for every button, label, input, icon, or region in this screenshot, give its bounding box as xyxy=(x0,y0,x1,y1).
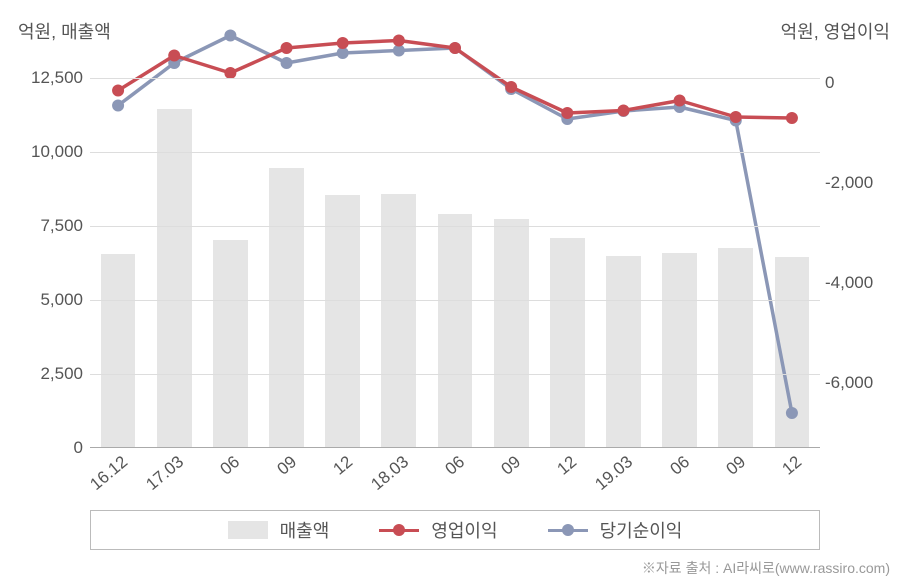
legend-label-blue: 당기순이익 xyxy=(600,517,683,543)
y-tick-left: 0 xyxy=(13,438,83,458)
series-marker xyxy=(505,81,517,93)
x-tick: 09 xyxy=(498,452,525,479)
y-axis-right-label: 억원, 영업이익 xyxy=(781,18,890,44)
x-tick: 12 xyxy=(554,452,581,479)
x-tick: 09 xyxy=(273,452,300,479)
legend: 매출액 영업이익 당기순이익 xyxy=(90,510,820,550)
y-tick-left: 12,500 xyxy=(13,68,83,88)
chart-container: 억원, 매출액 억원, 영업이익 매출액 영업이익 당기순이익 ※자료 출처 :… xyxy=(0,0,908,580)
series-marker xyxy=(393,35,405,47)
gridline xyxy=(90,152,820,153)
y-tick-left: 2,500 xyxy=(13,364,83,384)
x-tick: 16.12 xyxy=(86,452,131,495)
series-marker xyxy=(281,57,293,69)
series-marker xyxy=(786,407,798,419)
x-tick: 06 xyxy=(666,452,693,479)
gridline xyxy=(90,78,820,79)
x-tick: 18.03 xyxy=(367,452,412,495)
gridline xyxy=(90,226,820,227)
gridline xyxy=(90,374,820,375)
series-marker xyxy=(561,107,573,119)
legend-item-blue: 당기순이익 xyxy=(548,517,683,543)
series-marker xyxy=(224,30,236,42)
series-marker xyxy=(730,111,742,123)
legend-swatch-bar xyxy=(228,521,268,539)
series-marker xyxy=(617,105,629,117)
plot-area xyxy=(90,48,820,448)
y-tick-left: 5,000 xyxy=(13,290,83,310)
y-tick-right: 0 xyxy=(825,73,895,93)
x-tick: 06 xyxy=(442,452,469,479)
legend-item-bars: 매출액 xyxy=(228,517,330,543)
y-axis-left-label: 억원, 매출액 xyxy=(18,18,111,44)
gridline xyxy=(90,300,820,301)
y-tick-left: 7,500 xyxy=(13,216,83,236)
series-marker xyxy=(449,42,461,54)
legend-item-red: 영업이익 xyxy=(379,517,497,543)
y-tick-left: 10,000 xyxy=(13,142,83,162)
series-marker xyxy=(112,85,124,97)
x-tick: 06 xyxy=(217,452,244,479)
series-marker xyxy=(168,50,180,62)
x-tick: 12 xyxy=(778,452,805,479)
series-marker xyxy=(674,95,686,107)
y-tick-right: -6,000 xyxy=(825,373,895,393)
legend-swatch-red xyxy=(379,520,419,540)
legend-swatch-blue xyxy=(548,520,588,540)
legend-label-bars: 매출액 xyxy=(280,517,330,543)
series-marker xyxy=(112,100,124,112)
series-line xyxy=(118,36,792,414)
series-marker xyxy=(281,42,293,54)
series-marker xyxy=(337,37,349,49)
series-marker xyxy=(786,112,798,124)
x-tick: 19.03 xyxy=(592,452,637,495)
y-tick-right: -2,000 xyxy=(825,173,895,193)
x-tick: 12 xyxy=(329,452,356,479)
line-layer xyxy=(90,48,820,448)
legend-label-red: 영업이익 xyxy=(431,517,497,543)
y-tick-right: -4,000 xyxy=(825,273,895,293)
x-tick: 09 xyxy=(722,452,749,479)
x-tick: 17.03 xyxy=(143,452,188,495)
source-text: ※자료 출처 : AI라씨로(www.rassiro.com) xyxy=(642,558,890,578)
